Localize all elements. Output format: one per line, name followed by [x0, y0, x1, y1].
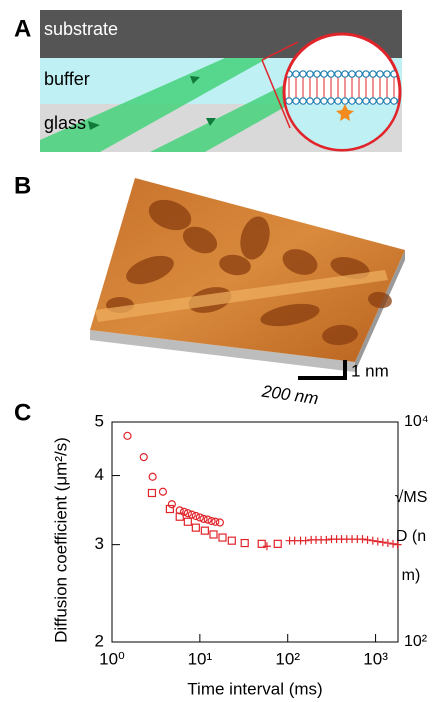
data-point	[241, 540, 248, 547]
data-point	[359, 535, 367, 543]
scale-label: 200 nm	[260, 381, 320, 408]
data-point	[274, 540, 281, 547]
data-point	[364, 536, 372, 544]
scale-label: 1 nm	[351, 361, 389, 380]
data-point	[384, 539, 392, 547]
lipid-head	[293, 98, 299, 104]
layer-label: glass	[44, 113, 86, 133]
lipid-head	[314, 71, 320, 77]
lipid-head	[377, 98, 383, 104]
lipid-head	[335, 71, 341, 77]
y-tick-label: 2	[95, 631, 104, 650]
lipid-head	[370, 71, 376, 77]
lipid-head	[321, 98, 327, 104]
x-tick-label: 10²	[275, 649, 300, 668]
panel-label: A	[14, 15, 31, 42]
data-point	[148, 490, 155, 497]
lipid-head	[300, 71, 306, 77]
data-point	[188, 511, 195, 518]
data-point	[302, 537, 310, 545]
lipid-head	[363, 98, 369, 104]
data-point	[322, 536, 330, 544]
data-point	[379, 538, 387, 546]
lipid-head	[363, 71, 369, 77]
lipid-head	[307, 98, 313, 104]
data-point	[124, 432, 131, 439]
lipid-head	[328, 71, 334, 77]
x-tick-label: 10³	[363, 649, 388, 668]
x-tick-label: 10⁰	[99, 649, 125, 668]
data-point	[192, 513, 199, 520]
lipid-head	[342, 98, 348, 104]
plot-frame	[112, 422, 398, 642]
data-point	[369, 537, 377, 545]
data-point	[168, 501, 175, 508]
lipid-head	[349, 71, 355, 77]
data-point	[184, 518, 191, 525]
lipid-head	[349, 98, 355, 104]
data-point	[201, 527, 208, 534]
y-tick-label: 5	[95, 411, 104, 430]
panel-label: C	[14, 399, 31, 426]
lipid-head	[342, 71, 348, 77]
data-point	[216, 519, 223, 526]
lipid-head	[384, 71, 390, 77]
layer-label: buffer	[44, 69, 90, 89]
lipid-head	[321, 71, 327, 77]
lipid-head	[370, 98, 376, 104]
data-point	[219, 534, 226, 541]
lipid-head	[335, 98, 341, 104]
lipid-head	[286, 98, 292, 104]
y2-axis-label: √MSD (nm)	[392, 478, 430, 595]
data-point	[140, 454, 147, 461]
y-axis-label: Diffusion coefficient (μm²/s)	[51, 437, 70, 643]
figure: A substrate buffer glass B 1 nm 200 nm C…	[0, 0, 448, 702]
data-point	[374, 537, 382, 545]
data-point	[228, 537, 235, 544]
y-tick-label: 4	[95, 465, 104, 484]
y2-tick-label: 10⁴	[404, 413, 429, 430]
lipid-head	[377, 71, 383, 77]
lipid-head	[300, 98, 306, 104]
lipid-head	[307, 71, 313, 77]
y2-tick-label: 10²	[404, 633, 428, 650]
panel-label: B	[14, 172, 31, 199]
data-point	[210, 531, 217, 538]
lipid-head	[328, 98, 334, 104]
lipid-head	[356, 98, 362, 104]
lipid-head	[384, 98, 390, 104]
data-point	[149, 473, 156, 480]
data-point	[192, 524, 199, 531]
layer-label: substrate	[44, 19, 118, 39]
y-tick-label: 3	[95, 534, 104, 553]
lipid-head	[314, 98, 320, 104]
lipid-head	[293, 71, 299, 77]
figure-canvas: A substrate buffer glass B 1 nm 200 nm C…	[0, 0, 448, 702]
lipid-head	[391, 98, 397, 104]
x-axis-label: Time interval (ms)	[187, 679, 322, 698]
data-point	[159, 488, 166, 495]
lipid-head	[356, 71, 362, 77]
x-tick-label: 10¹	[188, 649, 213, 668]
data-point	[263, 542, 271, 550]
